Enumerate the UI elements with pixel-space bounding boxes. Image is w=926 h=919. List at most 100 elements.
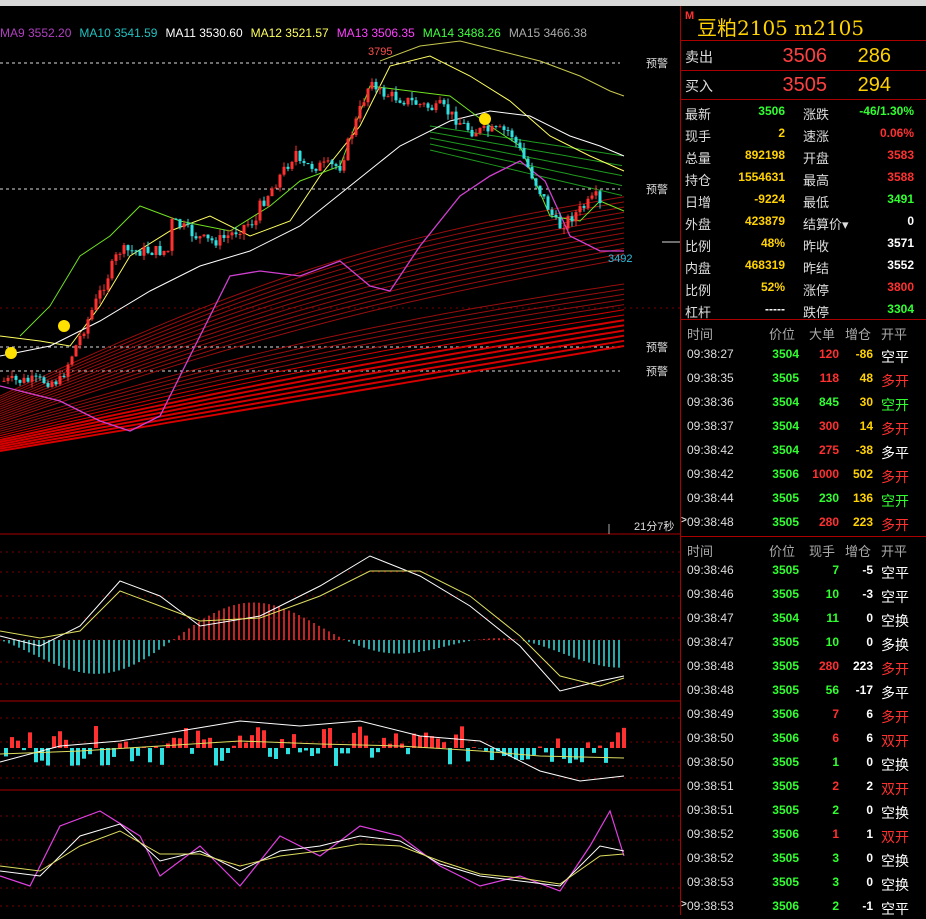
ask-row[interactable]: 卖出 3506 286 [681,42,926,70]
candle-body [15,376,18,380]
candle-body [327,160,330,161]
trade-oi-change: 1 [841,827,873,841]
volume-bar [472,747,476,748]
candle-body [379,88,382,89]
trade-oi-change: -3 [841,587,873,601]
trade-oi-change: 48 [841,371,873,385]
candle-body [135,250,138,251]
trade-price: 3506 [763,899,799,913]
trade-volume: 56 [801,683,839,697]
stat-label: 总量 [685,148,711,167]
volume-bar [406,748,410,754]
volume-bar [148,748,152,762]
candle-body [123,245,126,254]
candle-body [423,103,426,104]
candle-body [507,130,510,131]
volume-bar [616,732,620,748]
candle-body [515,137,518,143]
ma-legend-item: MA12 3521.57 [251,26,329,40]
ask-volume: 286 [831,45,891,68]
volume-bar [442,742,446,748]
volume-bar [94,726,98,748]
stat-value: 1554631 [721,170,785,184]
trade-price: 3505 [763,515,799,529]
trade-type: 空换 [881,755,909,775]
ask-price: 3506 [747,45,827,68]
volume-bar [304,748,308,750]
trade-volume: 2 [801,779,839,793]
candle-body [199,236,202,238]
bid-row[interactable]: 买入 3505 294 [681,71,926,99]
candle-body [391,92,394,96]
trade-price: 3504 [763,347,799,361]
candle-body [275,188,278,189]
trade-type: 空开 [881,491,909,511]
volume-bar [322,729,326,748]
candle-body [43,377,46,383]
candle-body [547,196,550,209]
candle-body [351,135,354,139]
stat-label[interactable]: 结算价▾ [803,214,849,233]
candle-body [147,247,150,253]
trade-time: 09:38:53 [687,899,734,913]
stat-value: 2 [721,126,785,140]
trade-oi-change: 2 [841,779,873,793]
stat-value: 3800 [845,280,914,294]
candle-body [55,382,58,385]
trade-time: 09:38:47 [687,611,734,625]
candle-body [219,235,222,245]
trade-time: 09:38:50 [687,755,734,769]
trade-volume: 280 [801,515,839,529]
trade-time: 09:38:48 [687,683,734,697]
stat-label: 速涨 [803,126,829,145]
candle-body [495,126,498,127]
trade-oi-change: 0 [841,875,873,889]
candle-body [363,102,366,106]
trade-time: 09:38:48 [687,515,734,529]
candle-body [159,246,162,255]
trade-type: 空平 [881,587,909,607]
trade-price: 3505 [763,587,799,601]
candle-body [439,100,442,103]
volume-bar [316,748,320,754]
candle-body [195,236,198,238]
candle-body [111,261,114,278]
trade-time: 09:38:27 [687,347,734,361]
candle-body [107,278,110,289]
candle-body [343,160,346,170]
volume-bar [484,748,488,751]
volume-bar [346,748,350,753]
candle-body [295,151,298,162]
candle-body [27,378,30,382]
candle-body [191,225,194,236]
divider [681,40,926,41]
contract-title[interactable]: M 豆粕2105 m2105 [681,6,926,40]
trade-volume: 3 [801,851,839,865]
